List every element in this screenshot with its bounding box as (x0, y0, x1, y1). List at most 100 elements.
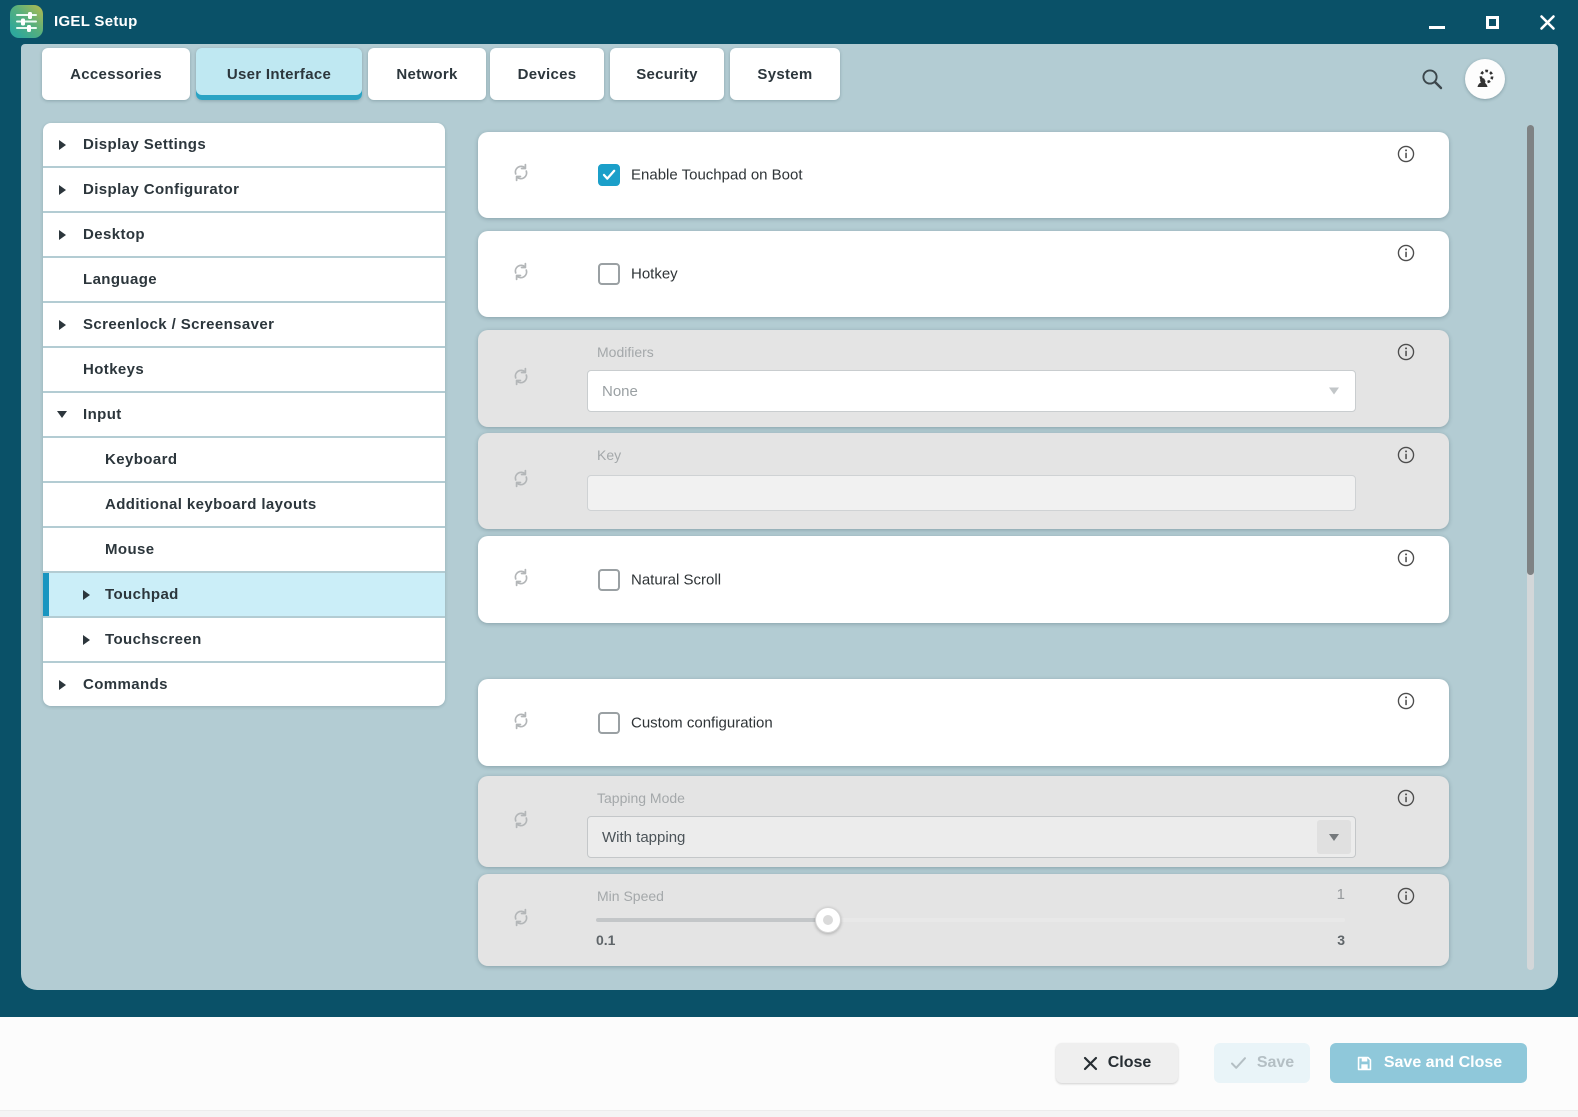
checkbox-hotkey[interactable] (598, 263, 620, 285)
expand-arrow (57, 679, 67, 690)
checkbox-label: Natural Scroll (631, 571, 722, 588)
slider-min-label: 0.1 (596, 932, 616, 948)
scrollbar-track[interactable] (1527, 125, 1534, 970)
dropdown-arrow-icon (1329, 387, 1339, 395)
sidebar-item-desktop[interactable]: Desktop (43, 213, 445, 256)
chevron-right-icon (58, 319, 66, 330)
expand-arrow (81, 634, 91, 645)
reset-to-default-icon[interactable] (510, 566, 532, 593)
window-frame: IGEL Setup Accessories User Interface Netw… (0, 0, 1578, 1017)
footer-bar (0, 1017, 1578, 1117)
save-button[interactable]: Save (1214, 1043, 1310, 1083)
close-icon (1539, 14, 1555, 30)
sliders-icon (16, 12, 37, 32)
select-value: With tapping (602, 828, 686, 846)
sidebar-item-mouse[interactable]: Mouse (43, 528, 445, 571)
maximize-icon (1485, 15, 1499, 29)
reset-to-default-icon[interactable] (510, 808, 532, 835)
minimize-button[interactable] (1422, 8, 1452, 36)
setting-card-hotkey: Hotkey (478, 231, 1449, 317)
search-button[interactable] (1420, 67, 1444, 96)
expand-arrow (57, 139, 67, 150)
checkbox-natural-scroll[interactable] (598, 568, 620, 591)
info-icon[interactable] (1397, 446, 1415, 469)
tab-label: User Interface (226, 65, 332, 83)
info-icon[interactable] (1397, 244, 1415, 267)
checkbox-enable-touchpad-on-boot[interactable] (598, 164, 620, 186)
sidebar-item-display-settings[interactable]: Display Settings (43, 123, 445, 166)
sidebar-item-label: Display Settings (83, 136, 207, 153)
reset-to-default-icon[interactable] (510, 162, 532, 189)
sidebar-item-input[interactable]: Input (43, 393, 445, 436)
check-icon (1230, 1057, 1246, 1069)
chevron-right-icon (58, 184, 66, 195)
info-icon[interactable] (1397, 789, 1415, 812)
slider-max-label: 3 (1337, 932, 1345, 948)
sidebar-item-keyboard[interactable]: Keyboard (43, 438, 445, 481)
info-icon[interactable] (1397, 549, 1415, 572)
reset-to-default-icon[interactable] (510, 365, 532, 392)
select-modifiers[interactable]: None (587, 370, 1356, 412)
sidebar-item-label: Touchscreen (105, 631, 202, 648)
minimize-icon (1429, 25, 1445, 29)
save-and-close-button[interactable]: Save and Close (1330, 1043, 1527, 1083)
save-button-label: Save (1256, 1054, 1295, 1071)
chevron-right-icon (82, 634, 90, 645)
sidebar-item-commands[interactable]: Commands (43, 663, 445, 706)
gear-person-icon (1477, 69, 1494, 87)
info-icon[interactable] (1397, 145, 1415, 168)
sidebar-item-touchpad[interactable]: Touchpad (43, 573, 445, 616)
chevron-right-icon (58, 679, 66, 690)
tab-accessories[interactable]: Accessories (42, 48, 190, 100)
sidebar-item-display-configurator[interactable]: Display Configurator (43, 168, 445, 211)
input-key[interactable] (587, 475, 1356, 511)
tab-label: Devices (517, 65, 577, 83)
tab-system[interactable]: System (730, 48, 840, 100)
reset-to-default-icon[interactable] (510, 468, 532, 495)
setting-card-natural-scroll: Natural Scroll (478, 536, 1449, 623)
reset-to-default-icon[interactable] (510, 907, 532, 934)
select-tapping-mode[interactable]: With tapping (587, 816, 1356, 858)
select-value: None (602, 382, 638, 400)
tab-user-interface[interactable]: User Interface (196, 48, 362, 100)
checkbox-label: Custom configuration (631, 714, 773, 731)
reset-to-default-icon[interactable] (510, 261, 532, 288)
info-icon[interactable] (1397, 343, 1415, 366)
field-label: Modifiers (597, 344, 654, 360)
tab-devices[interactable]: Devices (490, 48, 604, 100)
sidebar-item-touchscreen[interactable]: Touchscreen (43, 618, 445, 661)
checkbox-custom-configuration[interactable] (598, 711, 620, 734)
tab-label: Security (636, 65, 698, 83)
sidebar-item-hotkeys[interactable]: Hotkeys (43, 348, 445, 391)
scrollbar-thumb[interactable] (1527, 125, 1534, 575)
reset-to-default-icon[interactable] (510, 709, 532, 736)
info-icon[interactable] (1397, 692, 1415, 715)
info-icon[interactable] (1397, 887, 1415, 910)
dropdown-arrow-button (1317, 820, 1351, 854)
close-button-label: Close (1107, 1054, 1152, 1071)
slider-track[interactable] (596, 907, 1345, 933)
sidebar-item-label: Additional keyboard layouts (105, 496, 317, 513)
sidebar-item-label: Language (83, 271, 158, 288)
slider-current-value: 1 (1336, 886, 1345, 903)
sidebar-item-label: Keyboard (105, 451, 178, 468)
slider-fill (596, 918, 829, 922)
assistant-button[interactable] (1465, 59, 1505, 99)
slider-handle[interactable] (815, 907, 842, 933)
tab-network[interactable]: Network (368, 48, 486, 100)
sidebar-item-language[interactable]: Language (43, 258, 445, 301)
sidebar-item-screenlock-screensaver[interactable]: Screenlock / Screensaver (43, 303, 445, 346)
close-button[interactable]: Close (1056, 1043, 1178, 1083)
tab-security[interactable]: Security (610, 48, 724, 100)
field-label: Key (597, 447, 622, 463)
maximize-button[interactable] (1477, 8, 1507, 36)
sidebar-item-label: Display Configurator (83, 181, 240, 198)
chevron-right-icon (82, 589, 90, 600)
sidebar-item-label: Input (83, 406, 122, 423)
setting-card-min-speed: Min Speed 1 0.1 3 (478, 874, 1449, 966)
window-title: IGEL Setup (54, 13, 138, 30)
settings-nav: Display Settings Display Configurator Desk… (43, 123, 445, 706)
setting-card-key: Key (478, 433, 1449, 529)
close-window-button[interactable] (1532, 8, 1562, 36)
sidebar-item-additional-keyboard-layouts[interactable]: Additional keyboard layouts (43, 483, 445, 526)
